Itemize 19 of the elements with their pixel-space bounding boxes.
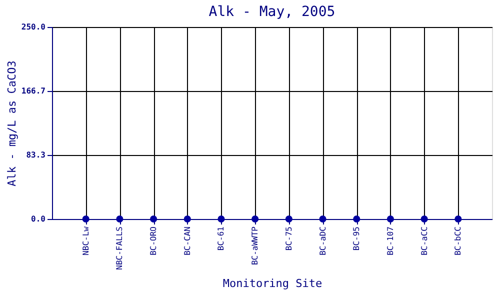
x-tick-label: BC-bCC bbox=[454, 226, 463, 256]
x-tick-label: BC-aDC bbox=[318, 226, 328, 256]
x-tick-label: BC-61 bbox=[216, 226, 226, 251]
y-tick-label: 166.7 bbox=[21, 86, 46, 96]
x-tick-label: NBC-Lw bbox=[81, 226, 90, 256]
x-tick-label: BC-aWWTP bbox=[250, 226, 260, 266]
x-tick-label: BC-107 bbox=[386, 226, 395, 256]
x-tick-label: NBC-FALLS bbox=[115, 226, 124, 270]
x-axis-title: Monitoring Site bbox=[222, 276, 322, 290]
chart-title: Alk - May, 2005 bbox=[208, 4, 336, 20]
x-tick-label: BC-95 bbox=[352, 226, 362, 251]
x-tick-label: BC-aCC bbox=[420, 226, 429, 256]
y-tick-label: 250.0 bbox=[21, 22, 46, 32]
y-tick-label: 83.3 bbox=[26, 150, 46, 160]
x-tick-label: BC-CAN bbox=[182, 226, 192, 256]
y-axis-title: Alk - mg/L as CaCO3 bbox=[5, 60, 18, 186]
x-tick-label: BC-ORO bbox=[149, 226, 158, 256]
y-tick-label: 0.0 bbox=[31, 214, 46, 224]
x-tick-label: BC-75 bbox=[284, 226, 294, 251]
